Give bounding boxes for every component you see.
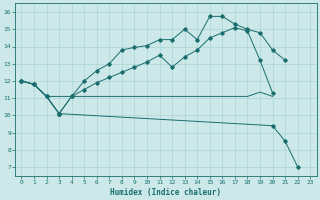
X-axis label: Humidex (Indice chaleur): Humidex (Indice chaleur): [110, 188, 221, 197]
